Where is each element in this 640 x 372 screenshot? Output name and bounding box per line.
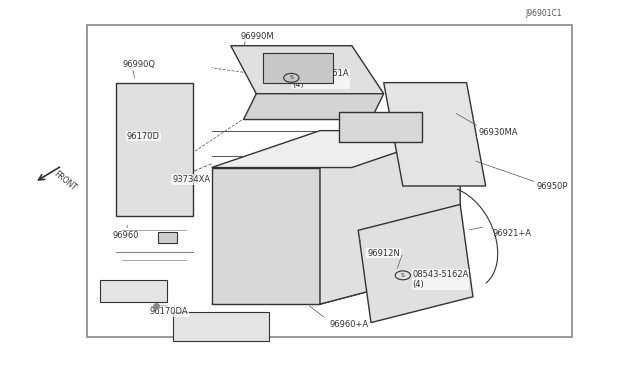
- Polygon shape: [212, 167, 320, 304]
- Polygon shape: [231, 46, 384, 94]
- Text: S: S: [289, 75, 293, 80]
- Text: 96930MA: 96930MA: [478, 128, 518, 137]
- Text: 96960+A: 96960+A: [330, 320, 369, 329]
- Text: 96950P: 96950P: [537, 182, 568, 191]
- Polygon shape: [157, 232, 177, 243]
- Polygon shape: [244, 94, 384, 119]
- Polygon shape: [116, 83, 193, 215]
- Text: 93734XA: 93734XA: [172, 175, 211, 184]
- Text: FRONT: FRONT: [52, 169, 78, 192]
- Text: S: S: [401, 273, 404, 278]
- Polygon shape: [358, 205, 473, 323]
- Text: 96912N: 96912N: [367, 249, 400, 258]
- Polygon shape: [384, 83, 486, 186]
- Text: 96921+A: 96921+A: [492, 229, 531, 238]
- Text: J96901C1: J96901C1: [525, 9, 562, 18]
- Text: 96990Q: 96990Q: [122, 60, 156, 70]
- Text: 96960: 96960: [113, 231, 140, 240]
- Polygon shape: [212, 131, 460, 167]
- Text: 08543-5162A
(4): 08543-5162A (4): [412, 270, 468, 289]
- Text: 96170DA: 96170DA: [149, 307, 188, 316]
- Text: 96990M: 96990M: [241, 32, 274, 41]
- Polygon shape: [262, 53, 333, 83]
- Polygon shape: [212, 267, 460, 304]
- Text: 0B16B-6161A
(4): 0B16B-6161A (4): [292, 69, 349, 89]
- Polygon shape: [100, 280, 167, 302]
- Polygon shape: [339, 112, 422, 142]
- Polygon shape: [320, 131, 460, 304]
- Text: 96170D: 96170D: [127, 132, 160, 141]
- Polygon shape: [173, 311, 269, 341]
